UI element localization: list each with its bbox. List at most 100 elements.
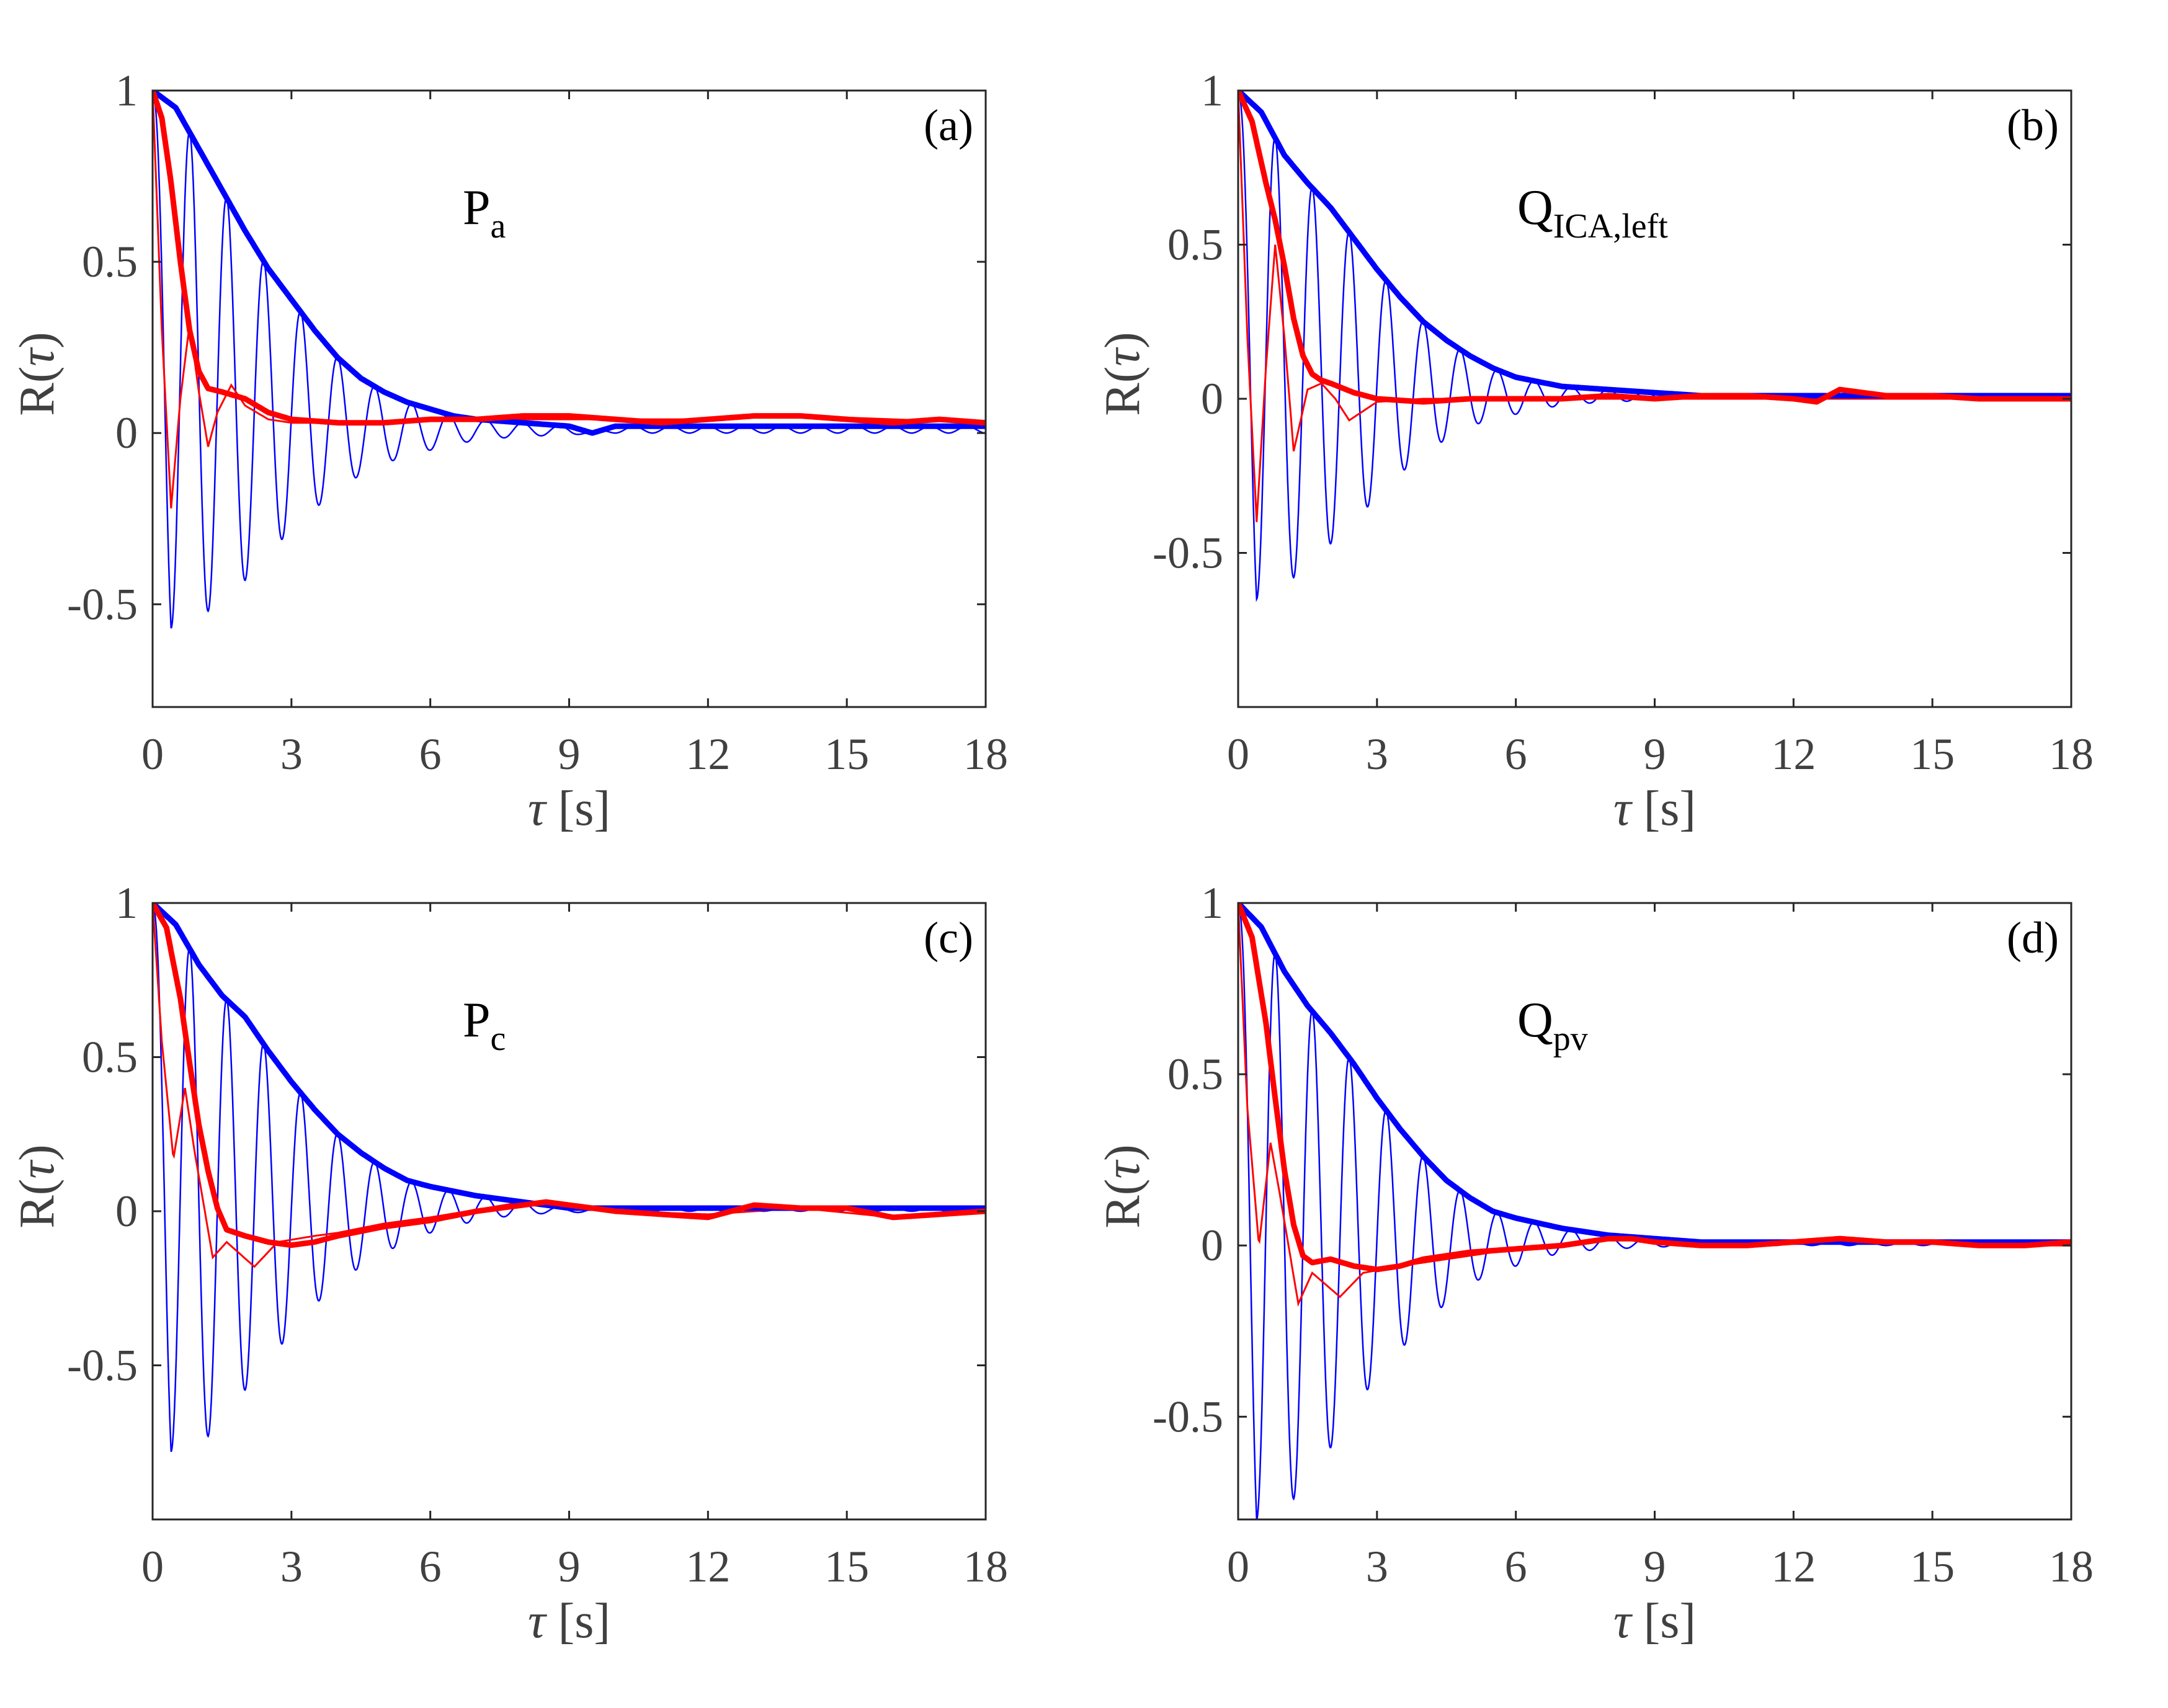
panel-tag: (d) [2007, 913, 2059, 963]
plot-area [1238, 91, 2071, 602]
variable-label: Pa [463, 180, 506, 246]
chart-panel-3: 0 3 6 9 12 15 18-0.500.51τ [s]R(τ)(c)Pc [10, 878, 1008, 1648]
panel-tag: (c) [924, 913, 973, 963]
x-tick-label: 0 [1227, 729, 1249, 779]
y-tick-label: -0.5 [67, 1341, 138, 1390]
x-axis-label-unit: [s] [1631, 1594, 1696, 1648]
y-tick-label: 0 [1201, 374, 1223, 424]
variable-label-sub: pv [1553, 1020, 1588, 1058]
variable-label-sub: a [491, 207, 506, 246]
series-red-envelope [1238, 91, 2071, 405]
x-tick-label: 3 [1366, 729, 1388, 779]
x-tick-label: 12 [1771, 729, 1816, 779]
x-tick-label: 0 [1227, 1542, 1249, 1591]
series-red-oscillatory [1238, 91, 2071, 522]
x-tick-label: 18 [963, 729, 1008, 779]
y-tick-label: 1 [115, 878, 138, 928]
y-axis-label-prefix: R( [1095, 1179, 1150, 1229]
series-blue-oscillatory [153, 91, 986, 629]
plot-area [1238, 903, 2071, 1519]
y-axis-label: R(τ) [1095, 1144, 1150, 1228]
plot-area [153, 91, 986, 629]
y-tick-label: 0 [115, 408, 138, 458]
series-blue-oscillatory [1238, 903, 2071, 1519]
x-tick-label: 0 [141, 1542, 164, 1591]
y-axis-label-suffix: ) [10, 332, 65, 349]
x-tick-label: 6 [1505, 1542, 1527, 1591]
axes-box [1237, 902, 2072, 1521]
y-axis-label-prefix: R( [10, 1179, 65, 1229]
y-axis-label-symbol: τ [10, 1159, 65, 1179]
variable-label-main: Q [1517, 180, 1553, 235]
chart-panel-4: 0 3 6 9 12 15 18-0.500.51τ [s]R(τ)(d)Qpv [1095, 878, 2094, 1648]
x-tick-label: 12 [685, 1542, 730, 1591]
axes-box [151, 89, 987, 708]
x-tick-label: 9 [558, 1542, 581, 1591]
x-tick-label: 0 [141, 729, 164, 779]
y-axis-label-prefix: R( [1095, 367, 1150, 416]
x-axis-label-unit: [s] [1631, 781, 1696, 836]
x-axis-label-unit: [s] [546, 781, 610, 836]
x-tick-label: 9 [558, 729, 581, 779]
series-red-envelope [153, 91, 986, 426]
series-red-envelope [153, 903, 986, 1248]
y-tick-label: 0 [1201, 1221, 1223, 1270]
chart-panel-1: 0 3 6 9 12 15 18-0.500.51τ [s]R(τ)(a)Pa [10, 66, 1008, 836]
series-blue-oscillatory [153, 903, 986, 1452]
x-tick-label: 12 [1771, 1542, 1816, 1591]
x-tick-label: 15 [1910, 1542, 1955, 1591]
y-tick-label: 0.5 [1167, 1049, 1223, 1099]
x-tick-label: 15 [824, 729, 869, 779]
y-axis-label-symbol: τ [10, 347, 65, 367]
y-axis-label-suffix: ) [1095, 1144, 1150, 1161]
panel-tag: (b) [2007, 100, 2059, 150]
y-axis-label-symbol: τ [1095, 347, 1150, 367]
x-axis-label: τ [s] [528, 1594, 610, 1648]
x-tick-label: 18 [963, 1542, 1008, 1591]
y-tick-label: 1 [1201, 878, 1223, 928]
series-blue-envelope [153, 903, 986, 1211]
x-tick-label: 15 [1910, 729, 1955, 779]
y-tick-label: -0.5 [1153, 528, 1223, 578]
series-blue-envelope [1238, 903, 2071, 1245]
x-axis-label-symbol: τ [528, 781, 548, 836]
y-axis-label-prefix: R( [10, 367, 65, 416]
variable-label-main: P [463, 180, 491, 235]
y-tick-label: 0 [115, 1186, 138, 1236]
x-tick-label: 18 [2049, 729, 2094, 779]
y-axis-label: R(τ) [1095, 332, 1150, 416]
x-axis-label-symbol: τ [1613, 781, 1633, 836]
x-axis-label: τ [s] [1613, 781, 1696, 836]
x-tick-label: 3 [1366, 1542, 1388, 1591]
series-red-envelope [1238, 903, 2071, 1273]
variable-label: Pc [463, 993, 506, 1058]
panel-tag: (a) [924, 100, 973, 150]
x-tick-label: 6 [419, 729, 442, 779]
variable-label-main: Q [1517, 993, 1553, 1047]
variable-label-main: P [463, 993, 491, 1047]
series-blue-envelope [153, 91, 986, 436]
y-axis-label-suffix: ) [10, 1144, 65, 1161]
x-tick-label: 6 [1505, 729, 1527, 779]
y-axis-label: R(τ) [10, 1144, 65, 1228]
variable-label-sub: c [491, 1020, 506, 1058]
y-tick-label: 0.5 [82, 237, 138, 287]
variable-label-sub: ICA,left [1553, 207, 1669, 246]
plot-area [153, 903, 986, 1452]
x-tick-label: 15 [824, 1542, 869, 1591]
y-axis-label-suffix: ) [1095, 332, 1150, 349]
x-tick-label: 9 [1644, 1542, 1666, 1591]
x-axis-label: τ [s] [1613, 1594, 1696, 1648]
y-tick-label: 0.5 [82, 1033, 138, 1082]
variable-label: Qpv [1517, 993, 1588, 1058]
y-tick-label: 1 [1201, 66, 1223, 115]
x-tick-label: 12 [685, 729, 730, 779]
x-tick-label: 3 [280, 1542, 303, 1591]
x-axis-label: τ [s] [528, 781, 610, 836]
y-tick-label: 1 [115, 66, 138, 115]
variable-label: QICA,left [1517, 180, 1668, 246]
series-blue-oscillatory [1238, 91, 2071, 602]
y-tick-label: -0.5 [67, 579, 138, 629]
chart-panel-2: 0 3 6 9 12 15 18-0.500.51τ [s]R(τ)(b)QICA,left [1095, 66, 2094, 836]
